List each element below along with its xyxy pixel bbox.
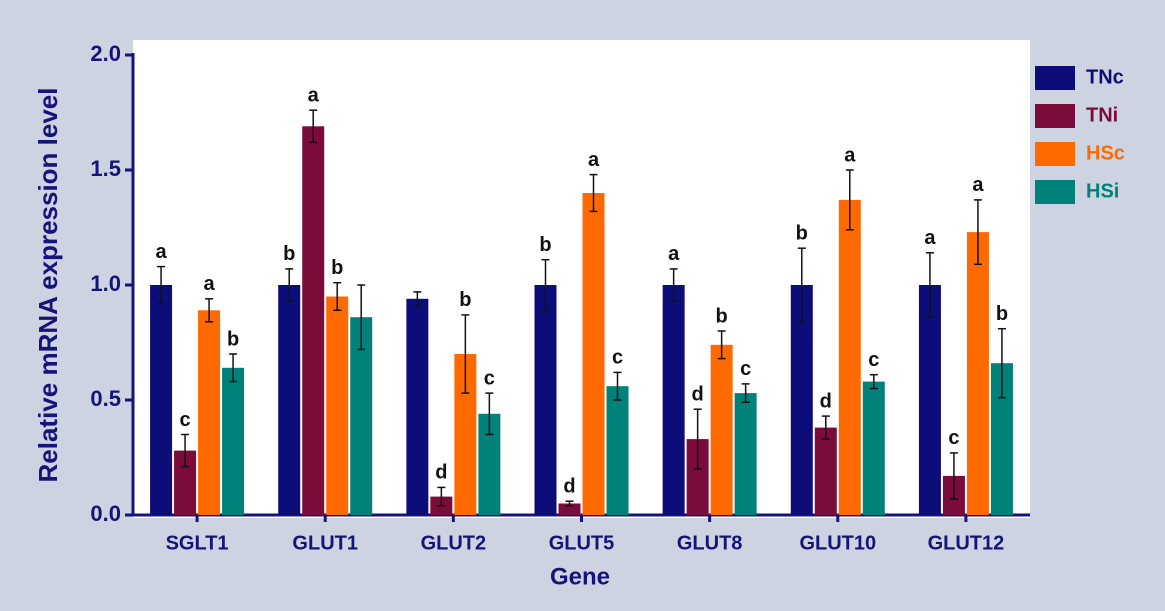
bar: [990, 363, 1013, 515]
significance-letter: a: [588, 149, 600, 171]
legend-swatch: [1035, 104, 1075, 128]
x-tick-label: GLUT12: [928, 532, 1005, 554]
significance-letter: b: [283, 243, 295, 265]
significance-letter: b: [539, 234, 551, 256]
x-axis-label: Gene: [550, 563, 610, 590]
bar: [222, 367, 245, 515]
significance-letter: d: [692, 383, 704, 405]
bar: [966, 232, 989, 515]
significance-letter: a: [844, 144, 856, 166]
legend-label: HSc: [1086, 142, 1125, 164]
legend-swatch: [1035, 66, 1075, 90]
significance-letter: b: [459, 289, 471, 311]
bar: [174, 450, 197, 515]
plot-area: [133, 40, 1030, 518]
bar: [606, 386, 629, 515]
significance-letter: b: [331, 257, 343, 279]
bar: [534, 285, 557, 515]
legend-label: TNi: [1086, 104, 1118, 126]
bar: [150, 285, 173, 515]
x-tick-label: SGLT1: [166, 532, 229, 554]
x-tick-label: GLUT5: [549, 532, 615, 554]
legend-label: HSi: [1086, 180, 1119, 202]
bar: [582, 193, 605, 515]
legend-swatch: [1035, 180, 1075, 204]
y-tick-label: 1.5: [90, 156, 121, 181]
x-tick-label: GLUT2: [421, 532, 487, 554]
bar: [814, 427, 837, 515]
bar: [454, 354, 477, 515]
y-tick-label: 1.0: [90, 271, 121, 296]
significance-letter: a: [204, 273, 216, 295]
significance-letter: a: [924, 227, 936, 249]
significance-letter: d: [820, 390, 832, 412]
x-tick-label: GLUT8: [677, 532, 743, 554]
bar: [710, 344, 733, 515]
x-tick-label: GLUT10: [799, 532, 876, 554]
legend-label: TNc: [1086, 66, 1124, 88]
bar: [662, 285, 685, 515]
significance-letter: a: [156, 241, 168, 263]
significance-letter: a: [972, 174, 984, 196]
bar: [790, 285, 813, 515]
significance-letter: b: [227, 328, 239, 350]
bar: [478, 413, 501, 515]
significance-letter: c: [484, 367, 495, 389]
significance-letter: d: [563, 475, 575, 497]
bar: [198, 310, 221, 515]
x-tick-label: GLUT1: [292, 532, 358, 554]
bar: [302, 126, 325, 516]
bar: [918, 285, 941, 515]
y-tick-label: 0.0: [90, 501, 121, 526]
significance-letter: b: [996, 303, 1008, 325]
bar: [278, 285, 301, 515]
significance-letter: b: [796, 222, 808, 244]
significance-letter: a: [308, 84, 320, 106]
y-axis-label: Relative mRNA expression level: [33, 88, 63, 483]
legend-swatch: [1035, 142, 1075, 166]
significance-letter: b: [716, 305, 728, 327]
significance-letter: c: [740, 358, 751, 380]
significance-letter: c: [868, 349, 879, 371]
significance-letter: d: [435, 462, 447, 484]
significance-letter: c: [948, 427, 959, 449]
significance-letter: a: [668, 243, 680, 265]
significance-letter: c: [180, 409, 191, 431]
bar: [406, 298, 429, 515]
y-tick-label: 0.5: [90, 386, 121, 411]
bar: [838, 199, 861, 515]
bar: [350, 317, 373, 515]
bar: [734, 393, 757, 515]
y-tick-label: 2.0: [90, 41, 121, 66]
significance-letter: c: [612, 347, 623, 369]
bar: [326, 296, 349, 515]
bar: [558, 503, 581, 515]
bar: [686, 439, 709, 515]
bar: [862, 381, 885, 515]
